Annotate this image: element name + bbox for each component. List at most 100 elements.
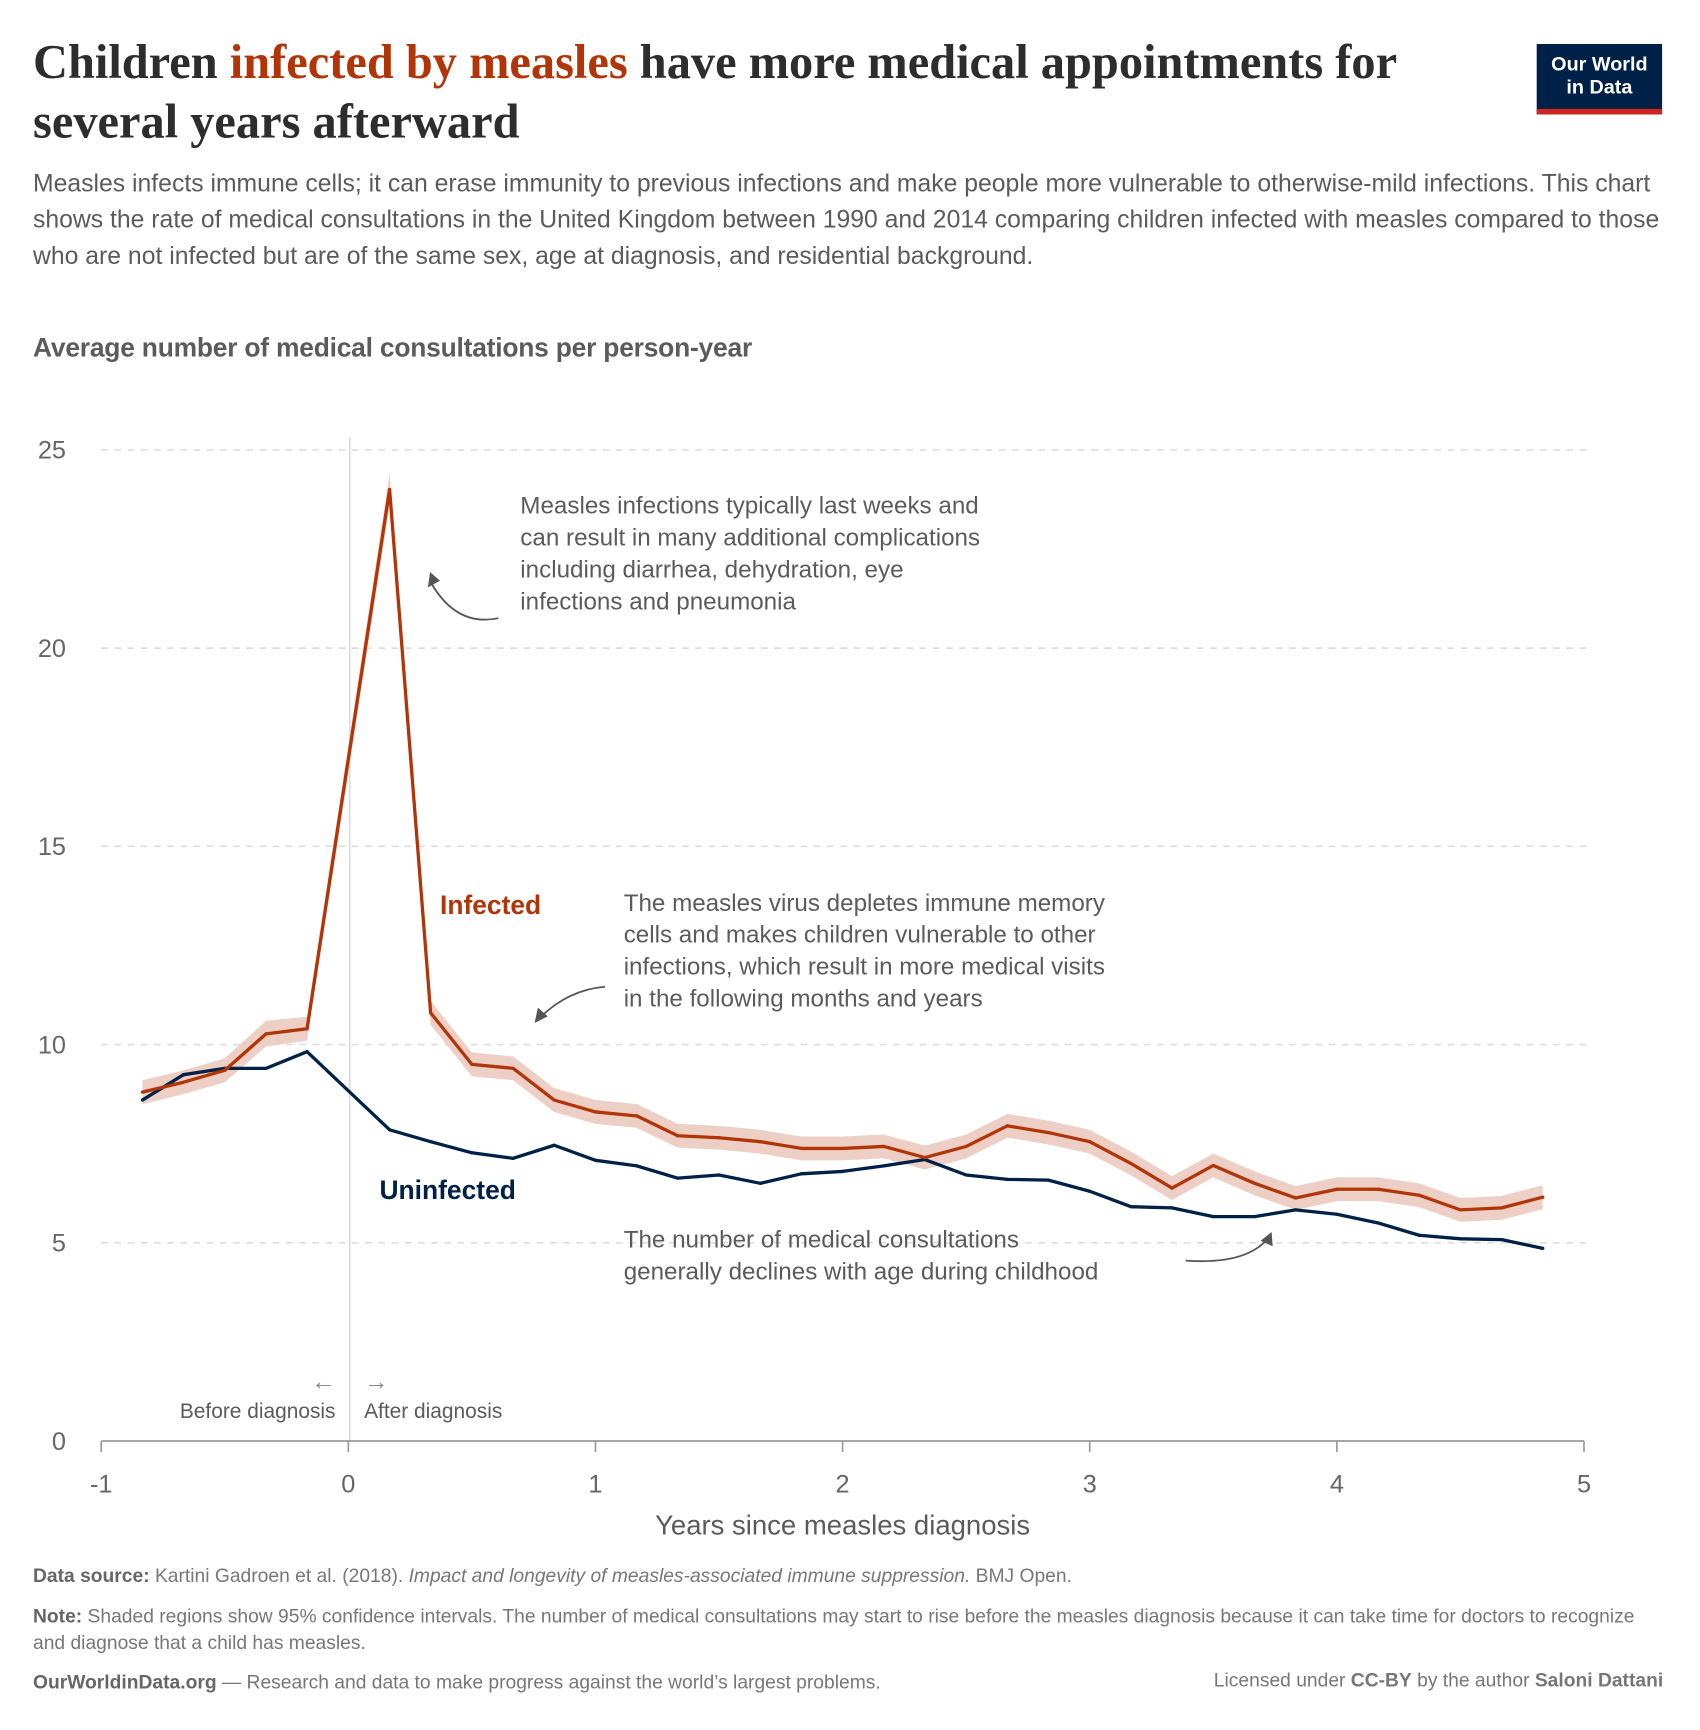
data-point-uninfected — [1211, 1214, 1215, 1219]
data-point-infected — [964, 1144, 968, 1149]
data-point-infected — [1293, 1196, 1298, 1200]
tagline: — Research and data to make progress aga… — [216, 1670, 881, 1693]
data-point-infected — [799, 1146, 803, 1151]
data-point-uninfected — [1088, 1189, 1092, 1193]
data-point-infected — [1500, 1206, 1504, 1210]
data-point-infected — [635, 1114, 639, 1118]
annotation-memory-line2: cells and makes children vulnerable to o… — [624, 922, 1096, 949]
annotation-decline-line2: generally declines with age during child… — [624, 1258, 1099, 1285]
legend-label-uninfected: Uninfected — [380, 1175, 516, 1205]
data-point-uninfected — [1005, 1177, 1010, 1181]
annotation-arrow-memory — [537, 985, 606, 1021]
author-name: Saloni Dattani — [1534, 1668, 1664, 1691]
data-point-uninfected — [1252, 1214, 1257, 1219]
data-point-infected — [1252, 1181, 1257, 1185]
source-label: Data source: — [33, 1564, 150, 1587]
y-tick-label: 15 — [38, 833, 66, 861]
chart-subtitle: Measles infects immune cells; it can era… — [33, 169, 1660, 270]
y-tick-label: 0 — [52, 1428, 66, 1456]
annotation-spike-line4: infections and pneumonia — [520, 588, 796, 615]
x-tick-label: 1 — [588, 1471, 602, 1499]
data-point-infected — [1376, 1187, 1380, 1191]
data-source: Data source: Kartini Gadroen et al. (201… — [33, 1562, 1072, 1588]
data-point-infected — [1458, 1208, 1463, 1212]
data-point-uninfected — [799, 1172, 803, 1176]
license: Licensed under CC-BY by the author Salon… — [1214, 1669, 1663, 1692]
data-point-uninfected — [717, 1173, 721, 1177]
data-point-uninfected — [470, 1151, 474, 1155]
left-arrow-icon: ← — [311, 1368, 335, 1395]
y-tick-label: 20 — [38, 635, 66, 663]
after-diagnosis-label: After diagnosis — [364, 1400, 502, 1423]
data-point-infected — [387, 487, 392, 492]
data-point-infected — [305, 1027, 309, 1031]
data-point-uninfected — [552, 1143, 556, 1147]
data-point-infected — [1170, 1186, 1174, 1190]
annotation-arrow-decline — [1185, 1235, 1271, 1263]
x-tick-label: 4 — [1330, 1471, 1344, 1499]
data-point-uninfected — [264, 1066, 268, 1070]
data-point-uninfected — [511, 1156, 515, 1160]
y-tick-label: 5 — [52, 1230, 66, 1258]
data-point-infected — [181, 1080, 186, 1084]
x-tick-label: -1 — [90, 1471, 113, 1499]
data-point-infected — [470, 1062, 474, 1067]
source-text: Kartini Gadroen et al. (2018). — [149, 1564, 409, 1587]
data-point-uninfected — [305, 1050, 309, 1054]
data-point-uninfected — [1417, 1233, 1421, 1237]
data-point-infected — [676, 1134, 680, 1138]
right-arrow-icon: → — [364, 1368, 388, 1395]
data-point-infected — [758, 1140, 762, 1144]
data-point-uninfected — [635, 1164, 639, 1168]
data-point-uninfected — [1500, 1237, 1504, 1242]
annotation-arrow-spike — [430, 582, 499, 621]
note: Note: Shaded regions show 95% confidence… — [33, 1603, 1661, 1656]
gridlines — [101, 449, 1588, 1244]
footer-site: OurWorldinData.org — Research and data t… — [33, 1669, 881, 1695]
data-point-infected — [1335, 1187, 1339, 1191]
y-axis-heading: Average number of medical consultations … — [33, 333, 753, 363]
data-point-uninfected — [1129, 1205, 1133, 1209]
data-point-infected — [840, 1146, 845, 1151]
data-point-uninfected — [1293, 1208, 1298, 1212]
data-point-infected — [264, 1032, 268, 1036]
owid-logo[interactable]: Our World in Data — [1536, 44, 1663, 115]
x-tick-label: 2 — [836, 1471, 850, 1499]
data-point-infected — [1211, 1163, 1215, 1168]
data-point-uninfected — [882, 1164, 886, 1168]
source-publication: BMJ Open. — [970, 1564, 1072, 1587]
data-point-uninfected — [140, 1098, 145, 1102]
annotation-memory-line4: in the following months and years — [624, 986, 983, 1013]
logo-line2: in Data — [1566, 75, 1633, 98]
data-point-uninfected — [676, 1176, 680, 1180]
before-diagnosis-label: Before diagnosis — [180, 1400, 336, 1423]
data-point-infected — [140, 1090, 145, 1094]
data-point-infected — [1005, 1124, 1010, 1128]
data-point-uninfected — [1458, 1237, 1463, 1241]
data-point-uninfected — [1335, 1212, 1339, 1216]
data-point-uninfected — [387, 1128, 392, 1132]
data-point-infected — [428, 1011, 433, 1015]
data-point-infected — [593, 1110, 598, 1114]
data-point-infected — [1046, 1130, 1051, 1135]
title-text-end: have more medical appointments for sever… — [33, 35, 1397, 149]
series-lines — [140, 487, 1545, 1250]
data-point-uninfected — [428, 1140, 433, 1144]
data-point-infected — [882, 1144, 886, 1149]
x-tick-label: 0 — [341, 1471, 355, 1499]
data-point-uninfected — [1541, 1246, 1545, 1250]
license-link[interactable]: CC-BY — [1350, 1668, 1412, 1691]
data-point-infected — [552, 1098, 556, 1102]
license-prefix: Licensed under — [1213, 1668, 1351, 1691]
annotation-memory-line3: infections, which result in more medical… — [624, 954, 1105, 981]
confidence-bands — [142, 473, 1543, 1222]
site-link[interactable]: OurWorldinData.org — [33, 1670, 217, 1693]
data-point-infected — [223, 1068, 227, 1072]
y-tick-label: 10 — [38, 1031, 66, 1059]
arrowhead-icon — [1260, 1232, 1273, 1247]
tick-labels: 0 5 10 15 20 25 -1 0 1 2 3 4 5 — [38, 437, 1591, 1499]
chart-title: Children infected by measles have more m… — [33, 33, 1496, 152]
data-point-uninfected — [1046, 1178, 1051, 1182]
data-point-infected — [1129, 1161, 1133, 1166]
license-mid: by the author — [1411, 1668, 1535, 1691]
